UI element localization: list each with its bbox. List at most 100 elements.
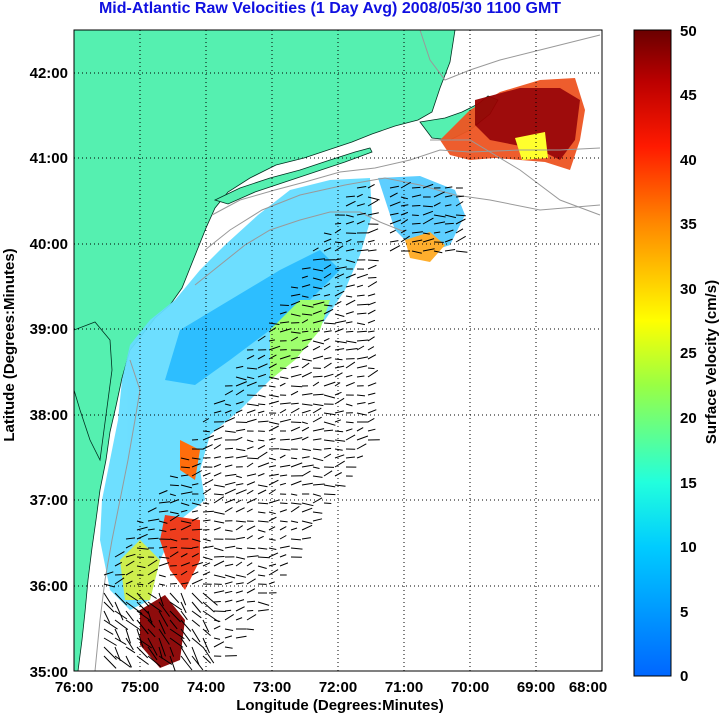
velocity-vector [301,409,311,414]
velocity-vector [400,211,409,216]
velocity-vector [213,399,226,405]
colorbar: 0 5 10 15 20 25 30 35 40 45 50 Surface V… [633,23,720,685]
velocity-vector [301,330,309,333]
velocity-vector [125,628,131,644]
velocity-vector [235,599,245,603]
velocity-vector [246,446,254,450]
velocity-vector [246,610,254,612]
velocity-vector [202,592,218,606]
velocity-vector [235,556,246,560]
velocity-vector [323,412,336,416]
velocity-vector [345,321,353,324]
velocity-vector [279,376,289,379]
velocity-vector [169,573,178,576]
velocity-vector [202,545,214,549]
velocity-vector [224,613,234,621]
y-tick-label: 40:00 [30,236,68,253]
velocity-vector [224,545,236,549]
velocity-vector [323,283,331,288]
velocity-vector [389,201,401,207]
velocity-vector [180,582,189,585]
velocity-vector [268,354,277,360]
velocity-vector [213,619,221,622]
velocity-vector [367,417,375,423]
velocity-vector [235,365,244,369]
velocity-vector [246,588,256,594]
velocity-vector [312,403,324,407]
velocity-vector [103,583,115,588]
velocity-vector [147,507,157,513]
velocity-vector [290,407,300,414]
velocity-vector [158,583,166,586]
velocity-vector [235,525,243,531]
velocity-vector [356,402,366,405]
velocity-vector [345,381,355,387]
velocity-vector [301,313,313,316]
velocity-vector [356,284,364,288]
velocity-vector [301,362,310,369]
velocity-vector [279,328,292,333]
velocity-vector [147,528,155,531]
velocity-vector [136,547,149,550]
velocity-vector [334,410,344,414]
velocity-vector [169,601,183,611]
velocity-vector [356,220,365,225]
y-axis-label: Latitude (Degrees:Minutes) [1,248,18,441]
velocity-vector [301,371,312,378]
velocity-vector [257,535,264,540]
velocity-vector [279,311,287,315]
velocity-vector [169,619,178,630]
velocity-vector [191,571,199,576]
velocity-vector [433,191,445,198]
colorbar-tick: 45 [680,87,697,104]
velocity-vector [312,428,325,432]
velocity-vector [158,601,171,617]
velocity-vector [268,526,276,531]
velocity-vector [312,258,325,261]
velocity-vector [235,381,247,387]
velocity-vector [422,205,433,208]
velocity-vector [246,376,255,380]
velocity-vector [246,600,256,603]
velocity-vector [191,646,200,665]
velocity-vector [312,416,322,423]
velocity-vector [213,520,225,524]
velocity-vector [114,561,123,567]
velocity-vector [103,571,114,576]
velocity-vector [169,637,184,648]
velocity-vector [191,546,199,549]
velocity-vector [224,507,233,513]
velocity-vector [367,196,380,201]
velocity-vector [323,238,332,243]
velocity-vector [334,285,343,288]
velocity-vector [191,637,204,648]
velocity-vector [224,481,236,486]
velocity-vector [246,628,254,631]
velocity-vector [202,488,212,495]
velocity-vector [114,551,125,558]
velocity-vector [125,537,136,540]
velocity-vector [224,599,233,603]
velocity-vector [345,259,356,263]
velocity-vector [147,559,158,567]
velocity-vector [312,310,323,315]
velocity-vector [246,562,253,567]
velocity-vector [158,619,166,635]
velocity-vector [312,355,324,360]
velocity-vector [334,228,342,234]
velocity-vector [279,304,289,306]
velocity-vector [367,354,377,360]
velocity-vector [268,489,276,495]
velocity-vector [279,502,288,504]
velocity-vector [323,330,332,333]
velocity-vector [290,437,303,441]
velocity-vector [268,538,276,541]
velocity-vector [367,259,379,262]
velocity-vector [235,421,248,423]
velocity-vector [345,273,356,279]
x-axis: 76:00 75:00 74:00 73:00 72:00 71:00 70:0… [55,679,607,714]
velocity-vector [224,635,233,639]
velocity-vector [312,448,322,451]
velocity-vector [334,448,343,451]
velocity-vector [224,409,232,414]
